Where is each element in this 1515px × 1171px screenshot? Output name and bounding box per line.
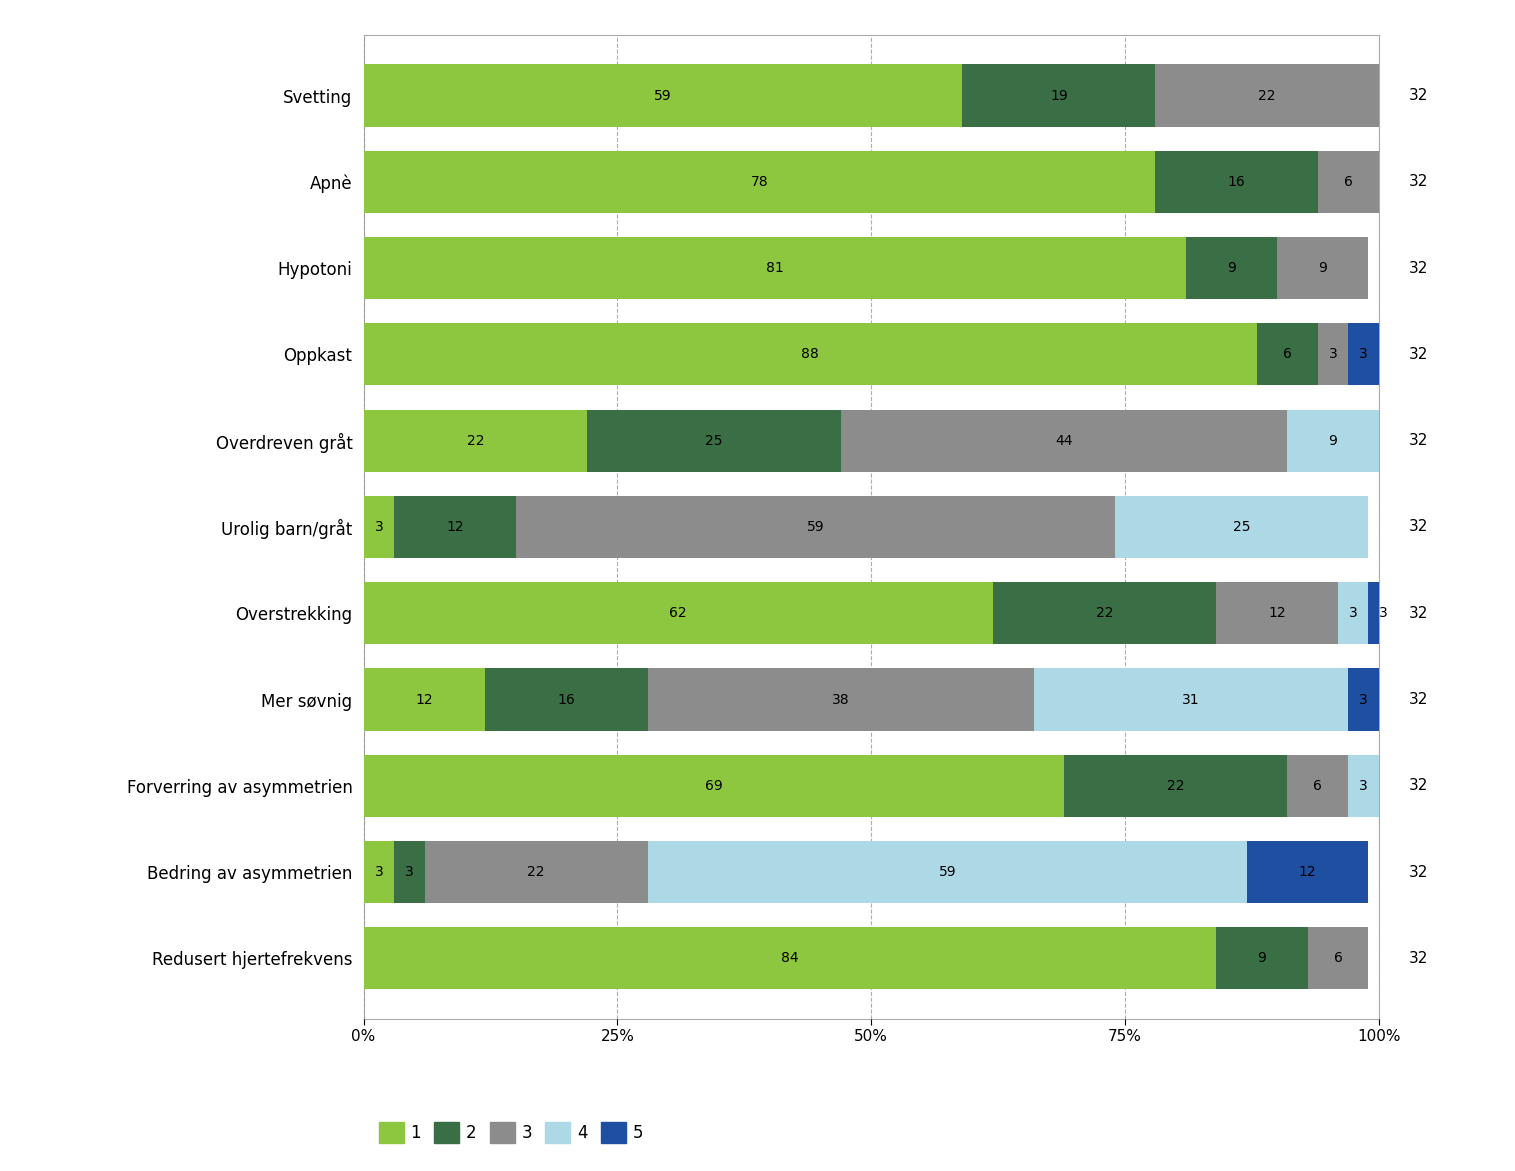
Text: 3: 3 (374, 865, 383, 879)
Bar (586, 410, 841, 472)
Bar (1156, 64, 1379, 126)
Bar (648, 841, 1247, 903)
Text: 25: 25 (1233, 520, 1250, 534)
Bar (515, 495, 1115, 559)
Bar (648, 669, 1033, 731)
Legend: 1, 2, 3, 4, 5: 1, 2, 3, 4, 5 (373, 1116, 650, 1149)
Bar (1033, 669, 1348, 731)
Text: 59: 59 (938, 865, 956, 879)
Text: 22: 22 (1259, 89, 1276, 103)
Bar (1064, 755, 1288, 817)
Text: 32: 32 (1409, 779, 1429, 793)
Text: 22: 22 (467, 433, 483, 447)
Bar (1217, 582, 1338, 644)
Text: 12: 12 (1298, 865, 1317, 879)
Text: 19: 19 (1050, 89, 1068, 103)
Text: 9: 9 (1318, 261, 1327, 275)
Text: 88: 88 (801, 348, 820, 362)
Bar (364, 323, 1257, 385)
Text: 81: 81 (765, 261, 783, 275)
Bar (1318, 323, 1348, 385)
Text: 25: 25 (704, 433, 723, 447)
Bar (1288, 410, 1379, 472)
Text: 32: 32 (1409, 88, 1429, 103)
Bar (364, 582, 992, 644)
Bar (1318, 151, 1379, 213)
Bar (364, 669, 485, 731)
Bar (364, 64, 962, 126)
Bar (1217, 927, 1307, 989)
Text: 84: 84 (782, 951, 798, 965)
Text: 59: 59 (654, 89, 671, 103)
Bar (1348, 323, 1379, 385)
Text: 12: 12 (1268, 607, 1286, 621)
Text: 3: 3 (374, 520, 383, 534)
Text: 12: 12 (415, 692, 433, 706)
Text: 32: 32 (1409, 433, 1429, 448)
Bar (364, 410, 586, 472)
Text: 22: 22 (1167, 779, 1185, 793)
Text: 32: 32 (1409, 261, 1429, 275)
Text: 32: 32 (1409, 520, 1429, 534)
Text: 62: 62 (670, 607, 688, 621)
Bar (1115, 495, 1368, 559)
Text: 3: 3 (1359, 692, 1368, 706)
Text: 3: 3 (1379, 607, 1388, 621)
Bar (394, 495, 515, 559)
Bar (1348, 755, 1379, 817)
Bar (424, 841, 648, 903)
Bar (364, 755, 1064, 817)
Text: 3: 3 (405, 865, 414, 879)
Text: 9: 9 (1329, 433, 1338, 447)
Text: 32: 32 (1409, 347, 1429, 362)
Bar (841, 410, 1288, 472)
Text: 3: 3 (1329, 348, 1338, 362)
Text: 69: 69 (704, 779, 723, 793)
Text: 6: 6 (1283, 348, 1292, 362)
Bar (1307, 927, 1368, 989)
Text: 16: 16 (1227, 174, 1245, 189)
Bar (1277, 237, 1368, 299)
Bar (1156, 151, 1318, 213)
Text: 78: 78 (750, 174, 768, 189)
Text: 22: 22 (1095, 607, 1114, 621)
Text: 44: 44 (1056, 433, 1073, 447)
Text: 38: 38 (832, 692, 850, 706)
Bar (1247, 841, 1368, 903)
Text: 9: 9 (1227, 261, 1236, 275)
Bar (364, 841, 394, 903)
Text: 3: 3 (1359, 348, 1368, 362)
Text: 6: 6 (1314, 779, 1323, 793)
Bar (1338, 582, 1368, 644)
Bar (1348, 669, 1379, 731)
Text: 32: 32 (1409, 692, 1429, 707)
Text: 6: 6 (1333, 951, 1342, 965)
Bar (1257, 323, 1318, 385)
Text: 6: 6 (1344, 174, 1353, 189)
Text: 31: 31 (1182, 692, 1200, 706)
Text: 32: 32 (1409, 174, 1429, 190)
Text: 32: 32 (1409, 605, 1429, 621)
Bar (1186, 237, 1277, 299)
Bar (992, 582, 1217, 644)
Text: 32: 32 (1409, 951, 1429, 966)
Bar (364, 237, 1186, 299)
Bar (962, 64, 1156, 126)
Text: 3: 3 (1359, 779, 1368, 793)
Bar (1288, 755, 1348, 817)
Text: 22: 22 (527, 865, 545, 879)
Bar (364, 151, 1156, 213)
Bar (1368, 582, 1398, 644)
Text: 9: 9 (1257, 951, 1267, 965)
Text: 59: 59 (806, 520, 824, 534)
Bar (394, 841, 424, 903)
Bar (485, 669, 648, 731)
Text: 3: 3 (1348, 607, 1357, 621)
Text: 16: 16 (558, 692, 576, 706)
Bar (364, 927, 1217, 989)
Bar (364, 495, 394, 559)
Text: 32: 32 (1409, 864, 1429, 879)
Text: 12: 12 (445, 520, 464, 534)
